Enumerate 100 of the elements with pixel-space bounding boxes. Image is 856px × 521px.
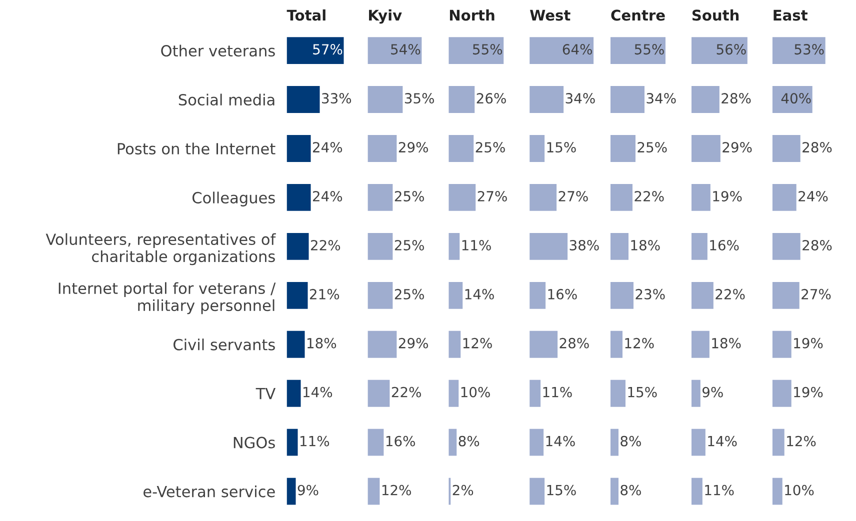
bar	[368, 478, 380, 505]
bar	[448, 232, 460, 260]
bar	[610, 232, 628, 260]
data-label: 28%	[802, 240, 832, 250]
data-label: 25%	[394, 190, 424, 202]
data-label: 56%	[716, 44, 746, 55]
data-label: 19%	[794, 338, 823, 348]
y-tick-label: Internet portal for veterans / military personnel	[58, 282, 276, 314]
data-label: 26%	[476, 93, 506, 104]
bar	[530, 184, 557, 211]
data-label: 22%	[634, 190, 664, 202]
bar	[448, 380, 459, 407]
data-label: 38%	[570, 240, 599, 250]
data-label: 27%	[478, 190, 507, 202]
bar	[448, 330, 461, 358]
data-label: 12%	[382, 484, 411, 496]
data-label: 16%	[710, 240, 739, 250]
chart-title: South	[692, 9, 739, 21]
data-label: 16%	[386, 436, 415, 446]
data-label: 19%	[713, 190, 742, 202]
bar	[448, 282, 463, 309]
data-label: 28%	[560, 338, 589, 348]
chart-title: Kyiv	[369, 9, 402, 24]
bar	[691, 232, 708, 260]
bar	[691, 86, 720, 113]
data-label: 9%	[298, 484, 318, 496]
y-tick-label: Other veterans	[161, 44, 275, 57]
bar	[448, 86, 475, 113]
data-label: 22%	[716, 288, 745, 300]
bar	[368, 330, 397, 358]
bar	[772, 37, 826, 64]
bar	[772, 478, 782, 505]
data-label: 16%	[548, 288, 577, 300]
data-label: 34%	[646, 93, 676, 104]
bar	[286, 86, 320, 113]
data-label: 28%	[722, 93, 751, 104]
data-label: 11%	[462, 240, 491, 250]
data-label: 15%	[547, 484, 576, 496]
bar	[530, 37, 594, 64]
bar	[772, 428, 784, 456]
data-label: 10%	[785, 484, 814, 496]
y-tick-label: NGOs	[234, 436, 275, 448]
data-label: 33%	[322, 93, 352, 104]
bar	[530, 380, 541, 407]
bar	[448, 37, 504, 64]
data-label: 12%	[787, 436, 816, 446]
data-label: 15%	[547, 142, 576, 153]
bar	[530, 232, 568, 260]
bar	[530, 86, 564, 113]
data-label: 14%	[708, 436, 737, 446]
data-label: 12%	[463, 338, 492, 348]
data-label: 21%	[310, 288, 340, 300]
data-label: 11%	[543, 386, 572, 398]
data-label: 34%	[566, 93, 595, 104]
bar	[286, 380, 301, 407]
data-label: 27%	[558, 190, 588, 202]
bar	[368, 232, 393, 260]
bar	[610, 478, 618, 505]
bar	[691, 330, 710, 358]
bar	[691, 478, 702, 505]
bar	[368, 184, 393, 211]
bar	[772, 282, 800, 309]
y-tick-label: TV	[256, 388, 276, 400]
data-label: 28%	[802, 142, 832, 153]
data-label: 14%	[465, 288, 494, 300]
data-label: 14%	[546, 436, 575, 446]
data-label: 55%	[473, 44, 502, 55]
data-label: 10%	[461, 386, 490, 398]
bar	[610, 330, 622, 358]
data-label: 14%	[303, 386, 332, 398]
bar	[286, 232, 309, 260]
bar	[448, 428, 457, 456]
bar	[530, 428, 544, 456]
data-label: 24%	[312, 190, 342, 202]
data-label: 55%	[634, 44, 664, 55]
data-label: 25%	[394, 288, 424, 300]
data-label: 18%	[307, 338, 336, 348]
data-label: 9%	[702, 386, 723, 398]
bar	[610, 86, 644, 113]
bar	[368, 428, 384, 456]
bar	[772, 184, 796, 211]
bar	[286, 135, 311, 162]
data-label: 25%	[638, 142, 667, 153]
data-label: 53%	[794, 44, 824, 55]
bar	[610, 184, 632, 211]
bar	[368, 86, 403, 113]
y-tick-label: Social media	[178, 94, 274, 106]
chart-title: West	[530, 10, 570, 21]
y-tick-label: e-Veteran service	[144, 486, 275, 498]
data-label: 12%	[625, 338, 654, 348]
data-label: 57%	[313, 44, 342, 55]
data-label: 27%	[802, 288, 831, 300]
bar	[691, 380, 700, 407]
bar	[448, 135, 474, 162]
data-label: 11%	[705, 484, 734, 496]
bar	[530, 135, 545, 162]
bar	[772, 86, 812, 113]
bar	[691, 135, 720, 162]
data-label: 15%	[628, 386, 657, 398]
data-label: 8%	[620, 436, 641, 446]
